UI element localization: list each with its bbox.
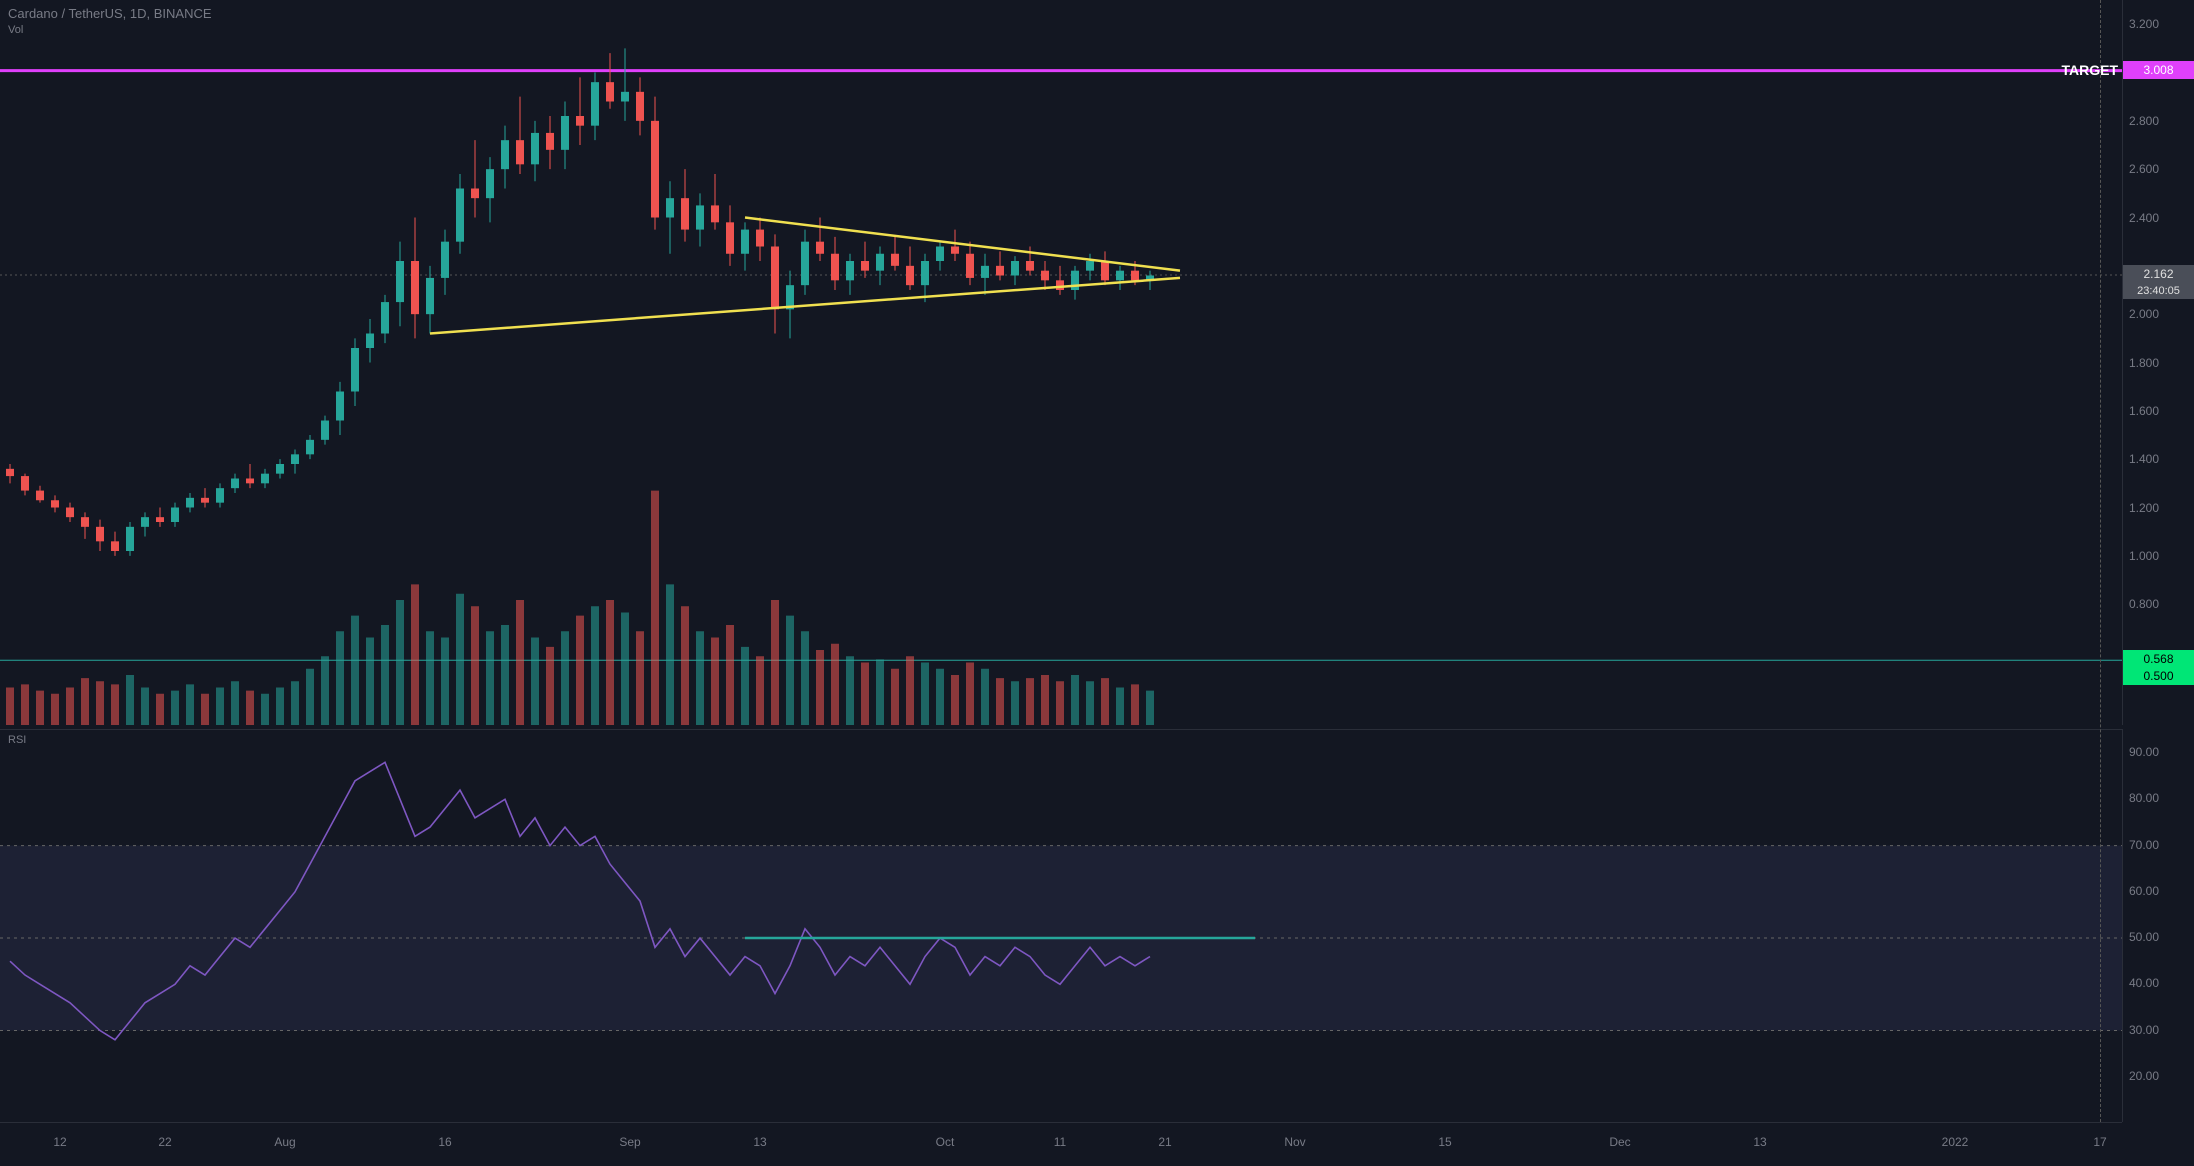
price-pane[interactable]: Cardano / TetherUS, 1D, BINANCE Vol TARG… bbox=[0, 0, 2122, 725]
rsi-tick: 60.00 bbox=[2129, 884, 2159, 898]
crosshair-vertical bbox=[2100, 0, 2101, 1122]
rsi-label: RSI bbox=[8, 734, 26, 746]
chart-container: Cardano / TetherUS, 1D, BINANCE Vol TARG… bbox=[0, 0, 2194, 1166]
time-tick: Aug bbox=[274, 1135, 295, 1149]
time-tick: 17 bbox=[2093, 1135, 2106, 1149]
rsi-tick: 50.00 bbox=[2129, 930, 2159, 944]
price-tick: 1.000 bbox=[2129, 549, 2159, 563]
time-tick: 11 bbox=[1054, 1135, 1066, 1149]
vol-label: Vol bbox=[8, 24, 23, 36]
price-tick: 3.200 bbox=[2129, 17, 2159, 31]
price-tick: 0.800 bbox=[2129, 597, 2159, 611]
price-badge: 3.008 bbox=[2123, 61, 2194, 79]
time-tick: Oct bbox=[936, 1135, 955, 1149]
rsi-tick: 70.00 bbox=[2129, 838, 2159, 852]
time-tick: 13 bbox=[753, 1135, 766, 1149]
time-tick: Sep bbox=[619, 1135, 640, 1149]
price-badge: 0.500 bbox=[2123, 667, 2194, 685]
time-tick: 15 bbox=[1438, 1135, 1451, 1149]
time-tick: Nov bbox=[1284, 1135, 1305, 1149]
time-tick: 13 bbox=[1753, 1135, 1766, 1149]
time-tick: 2022 bbox=[1942, 1135, 1969, 1149]
price-tick: 1.400 bbox=[2129, 452, 2159, 466]
price-tick: 2.800 bbox=[2129, 114, 2159, 128]
rsi-tick: 20.00 bbox=[2129, 1069, 2159, 1083]
rsi-tick: 40.00 bbox=[2129, 976, 2159, 990]
price-tick: 2.600 bbox=[2129, 162, 2159, 176]
rsi-tick: 30.00 bbox=[2129, 1023, 2159, 1037]
symbol-label: Cardano / TetherUS, 1D, BINANCE bbox=[8, 6, 212, 21]
time-tick: 22 bbox=[158, 1135, 171, 1149]
price-tick: 1.600 bbox=[2129, 404, 2159, 418]
rsi-chart-svg bbox=[0, 730, 2122, 1123]
price-tick: 2.000 bbox=[2129, 307, 2159, 321]
price-badge: 0.568 bbox=[2123, 650, 2194, 668]
price-tick: 1.200 bbox=[2129, 501, 2159, 515]
time-tick: 12 bbox=[53, 1135, 66, 1149]
price-badge: 2.162 bbox=[2123, 265, 2194, 283]
time-tick: 21 bbox=[1158, 1135, 1171, 1149]
rsi-tick: 80.00 bbox=[2129, 791, 2159, 805]
price-tick: 2.400 bbox=[2129, 211, 2159, 225]
price-tick: 1.800 bbox=[2129, 356, 2159, 370]
time-axis[interactable]: 12 22 Aug 16 Sep 13 Oct 11 21 Nov 15 Dec 13 2022 17 bbox=[0, 1122, 2122, 1166]
price-axis[interactable]: 3.200 3.008 2.800 2.600 2.400 2.16223:40:05 2.… bbox=[2122, 0, 2194, 725]
countdown-badge: 23:40:05 bbox=[2123, 283, 2194, 299]
price-chart-svg bbox=[0, 0, 2122, 725]
target-label: TARGET bbox=[2061, 62, 2118, 78]
time-tick: 16 bbox=[438, 1135, 451, 1149]
rsi-axis[interactable]: 90.00 80.00 70.00 60.00 50.00 40.00 30.00 20.00 bbox=[2122, 729, 2194, 1122]
rsi-pane[interactable]: RSI bbox=[0, 729, 2122, 1122]
rsi-tick: 90.00 bbox=[2129, 745, 2159, 759]
time-tick: Dec bbox=[1609, 1135, 1630, 1149]
